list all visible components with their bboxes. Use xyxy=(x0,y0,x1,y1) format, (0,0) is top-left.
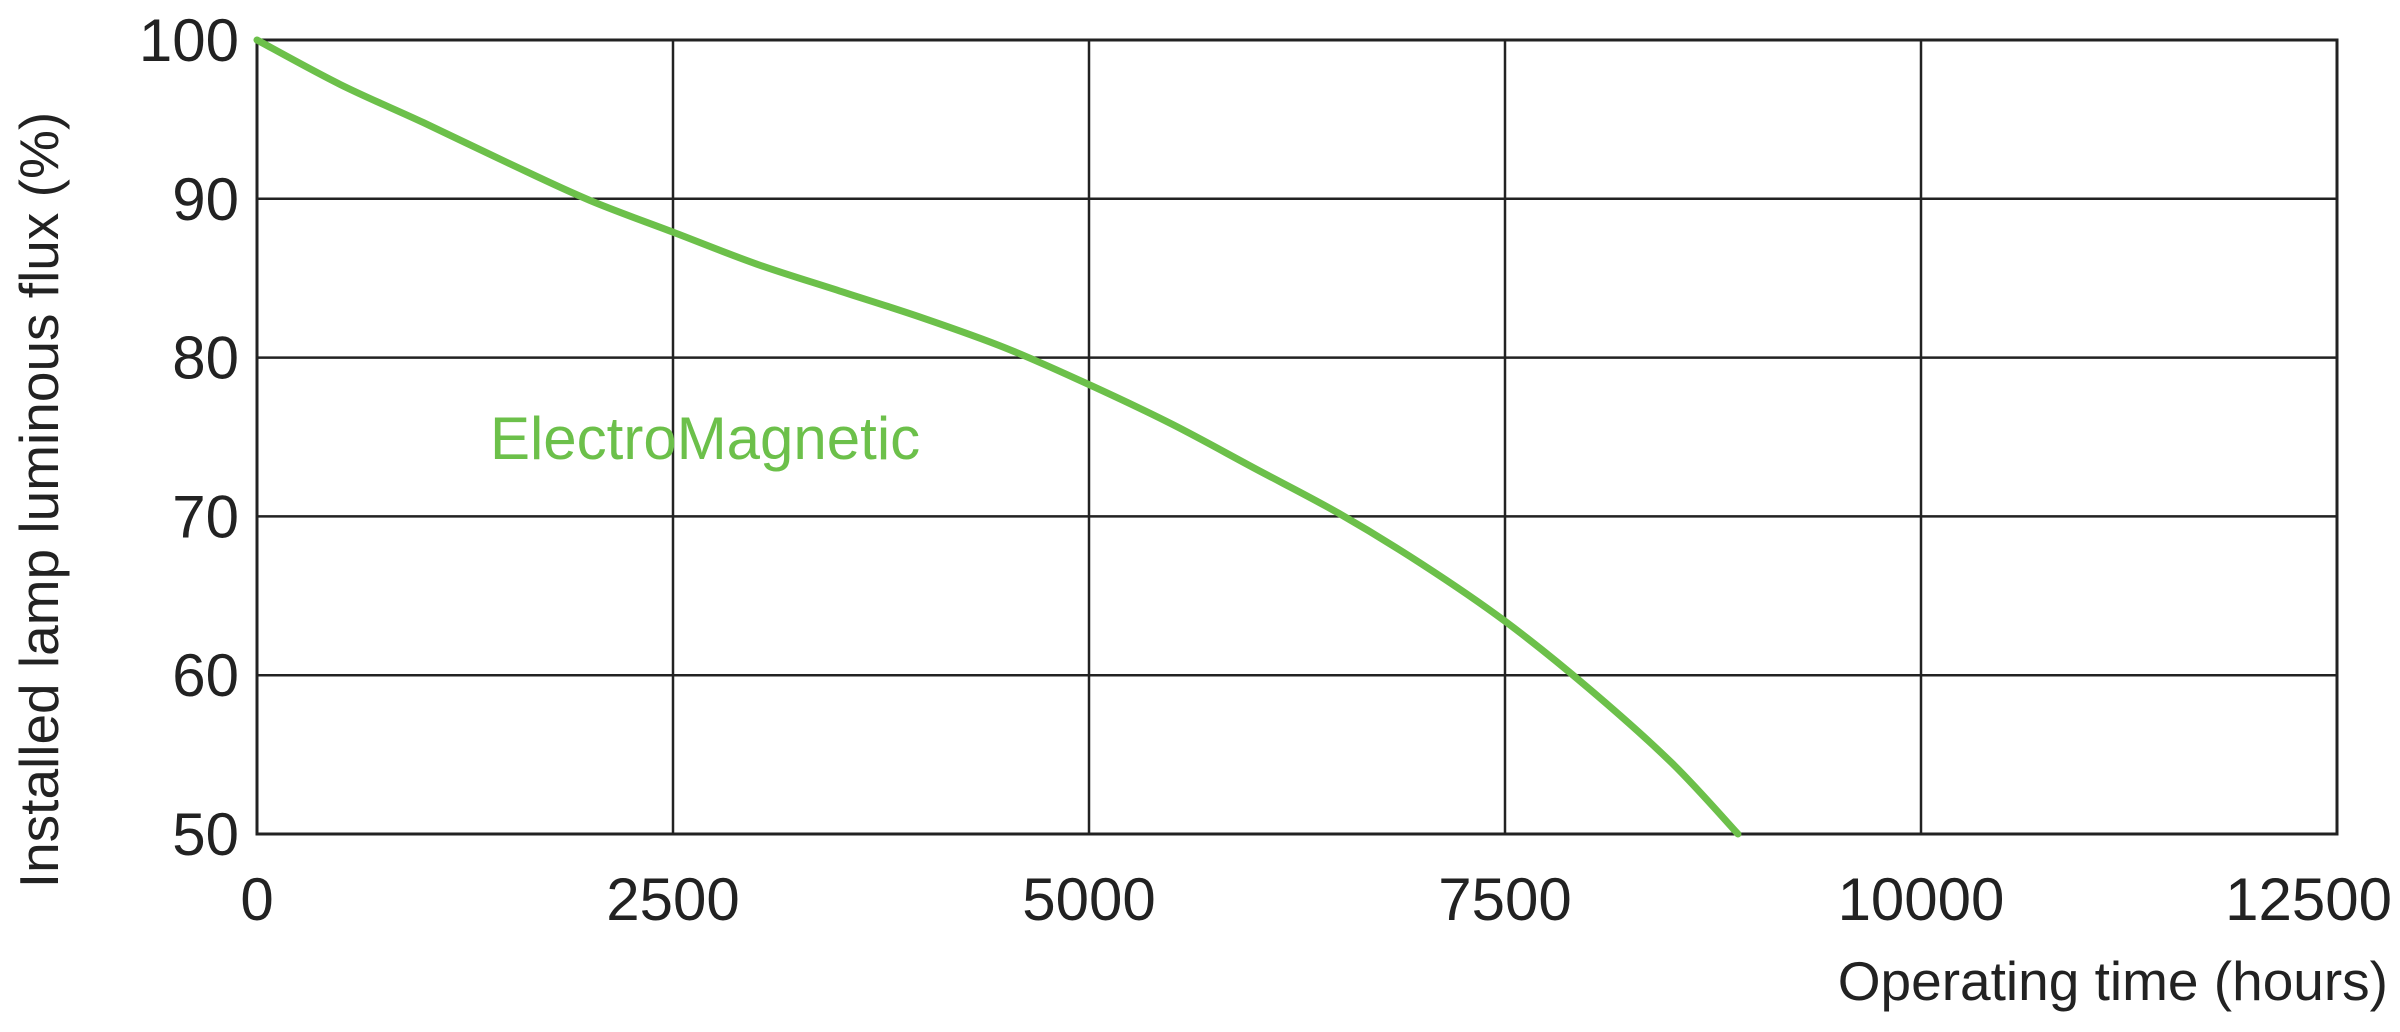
series-group: ElectroMagnetic xyxy=(253,36,1742,838)
x-tick-label: 0 xyxy=(240,866,273,933)
series-line-electromagnetic xyxy=(253,36,1742,838)
y-tick-label: 70 xyxy=(172,483,239,550)
series-label-electromagnetic: ElectroMagnetic xyxy=(490,405,920,472)
y-axis-ticks: 50 60 70 80 90 100 xyxy=(139,7,239,868)
plot-area-frame xyxy=(255,38,2339,836)
x-axis-ticks: 0 2500 5000 7500 10000 12500 xyxy=(240,866,2392,933)
x-tick-label: 5000 xyxy=(1022,866,1155,933)
x-axis-label: Operating time (hours) xyxy=(1838,950,2388,1012)
y-axis-label: Installed lamp luminous flux (%) xyxy=(8,112,70,888)
x-tick-label: 10000 xyxy=(1838,866,2005,933)
y-tick-label: 90 xyxy=(172,166,239,233)
y-tick-label: 50 xyxy=(172,801,239,868)
y-tick-label: 100 xyxy=(139,7,239,74)
x-tick-label: 7500 xyxy=(1438,866,1571,933)
y-tick-label: 60 xyxy=(172,642,239,709)
x-tick-label: 12500 xyxy=(2225,866,2392,933)
x-tick-label: 2500 xyxy=(606,866,739,933)
y-tick-label: 80 xyxy=(172,325,239,392)
